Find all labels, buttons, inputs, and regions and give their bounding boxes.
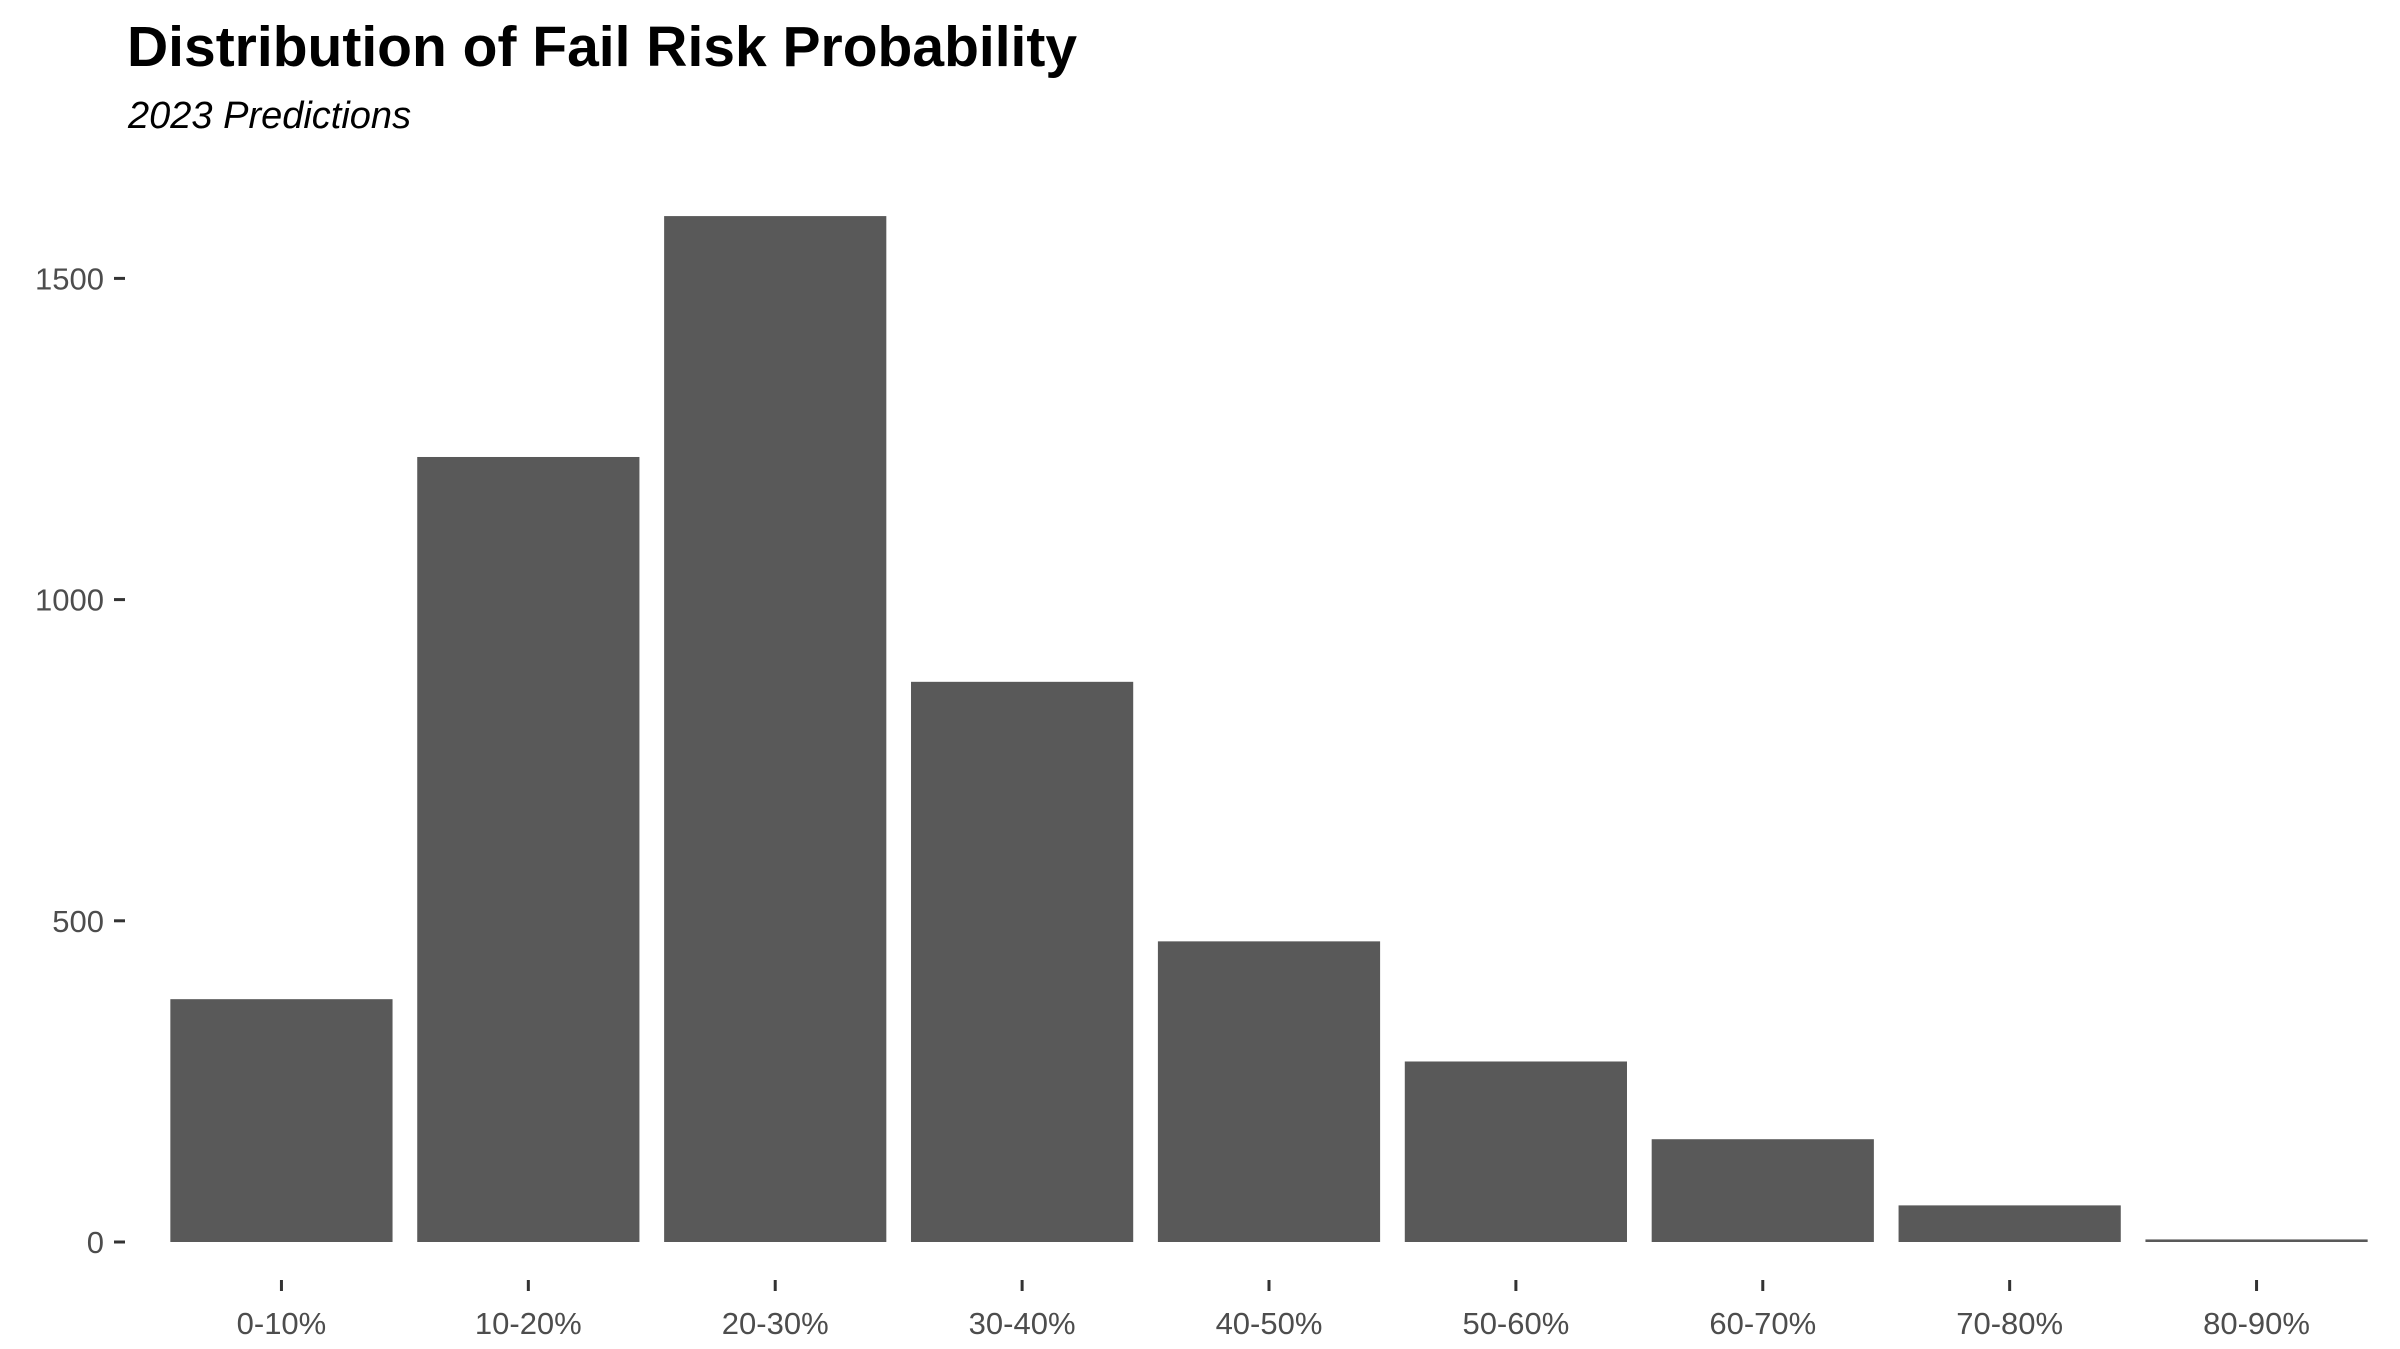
bar-30-40% <box>911 681 1134 1242</box>
x-tick-label: 50-60% <box>1462 1306 1569 1341</box>
x-tick-label: 60-70% <box>1709 1306 1816 1341</box>
x-axis: 0-10% 10-20% 20-30% 30-40% 40-50% 50-60% 60-70… <box>237 1280 2310 1341</box>
y-tick-label: 500 <box>52 904 104 939</box>
bar-80-90% <box>2145 1239 2368 1242</box>
x-tick-label: 0-10% <box>237 1306 327 1341</box>
x-tick-label: 40-50% <box>1216 1306 1323 1341</box>
y-axis: 0 500 1000 1500 <box>35 261 125 1260</box>
x-tick-label: 30-40% <box>969 1306 1076 1341</box>
chart-subtitle: 2023 Predictions <box>128 95 412 137</box>
x-tick-label: 20-30% <box>722 1306 829 1341</box>
y-tick-label: 1500 <box>35 261 104 296</box>
chart-title: Distribution of Fail Risk Probability <box>127 15 1078 79</box>
bar-20-30% <box>664 216 887 1243</box>
bar-0-10% <box>170 999 393 1242</box>
bars <box>170 216 2368 1243</box>
bar-40-50% <box>1157 941 1381 1242</box>
x-tick-label: 70-80% <box>1956 1306 2063 1341</box>
y-tick-label: 1000 <box>35 583 104 618</box>
x-tick-label: 80-90% <box>2203 1306 2310 1341</box>
y-tick-label: 0 <box>87 1225 104 1260</box>
bar-70-80% <box>1898 1205 2121 1242</box>
x-tick-label: 10-20% <box>475 1306 582 1341</box>
bar-60-70% <box>1651 1139 1874 1242</box>
bar-10-20% <box>417 456 640 1243</box>
bar-50-60% <box>1404 1061 1627 1242</box>
